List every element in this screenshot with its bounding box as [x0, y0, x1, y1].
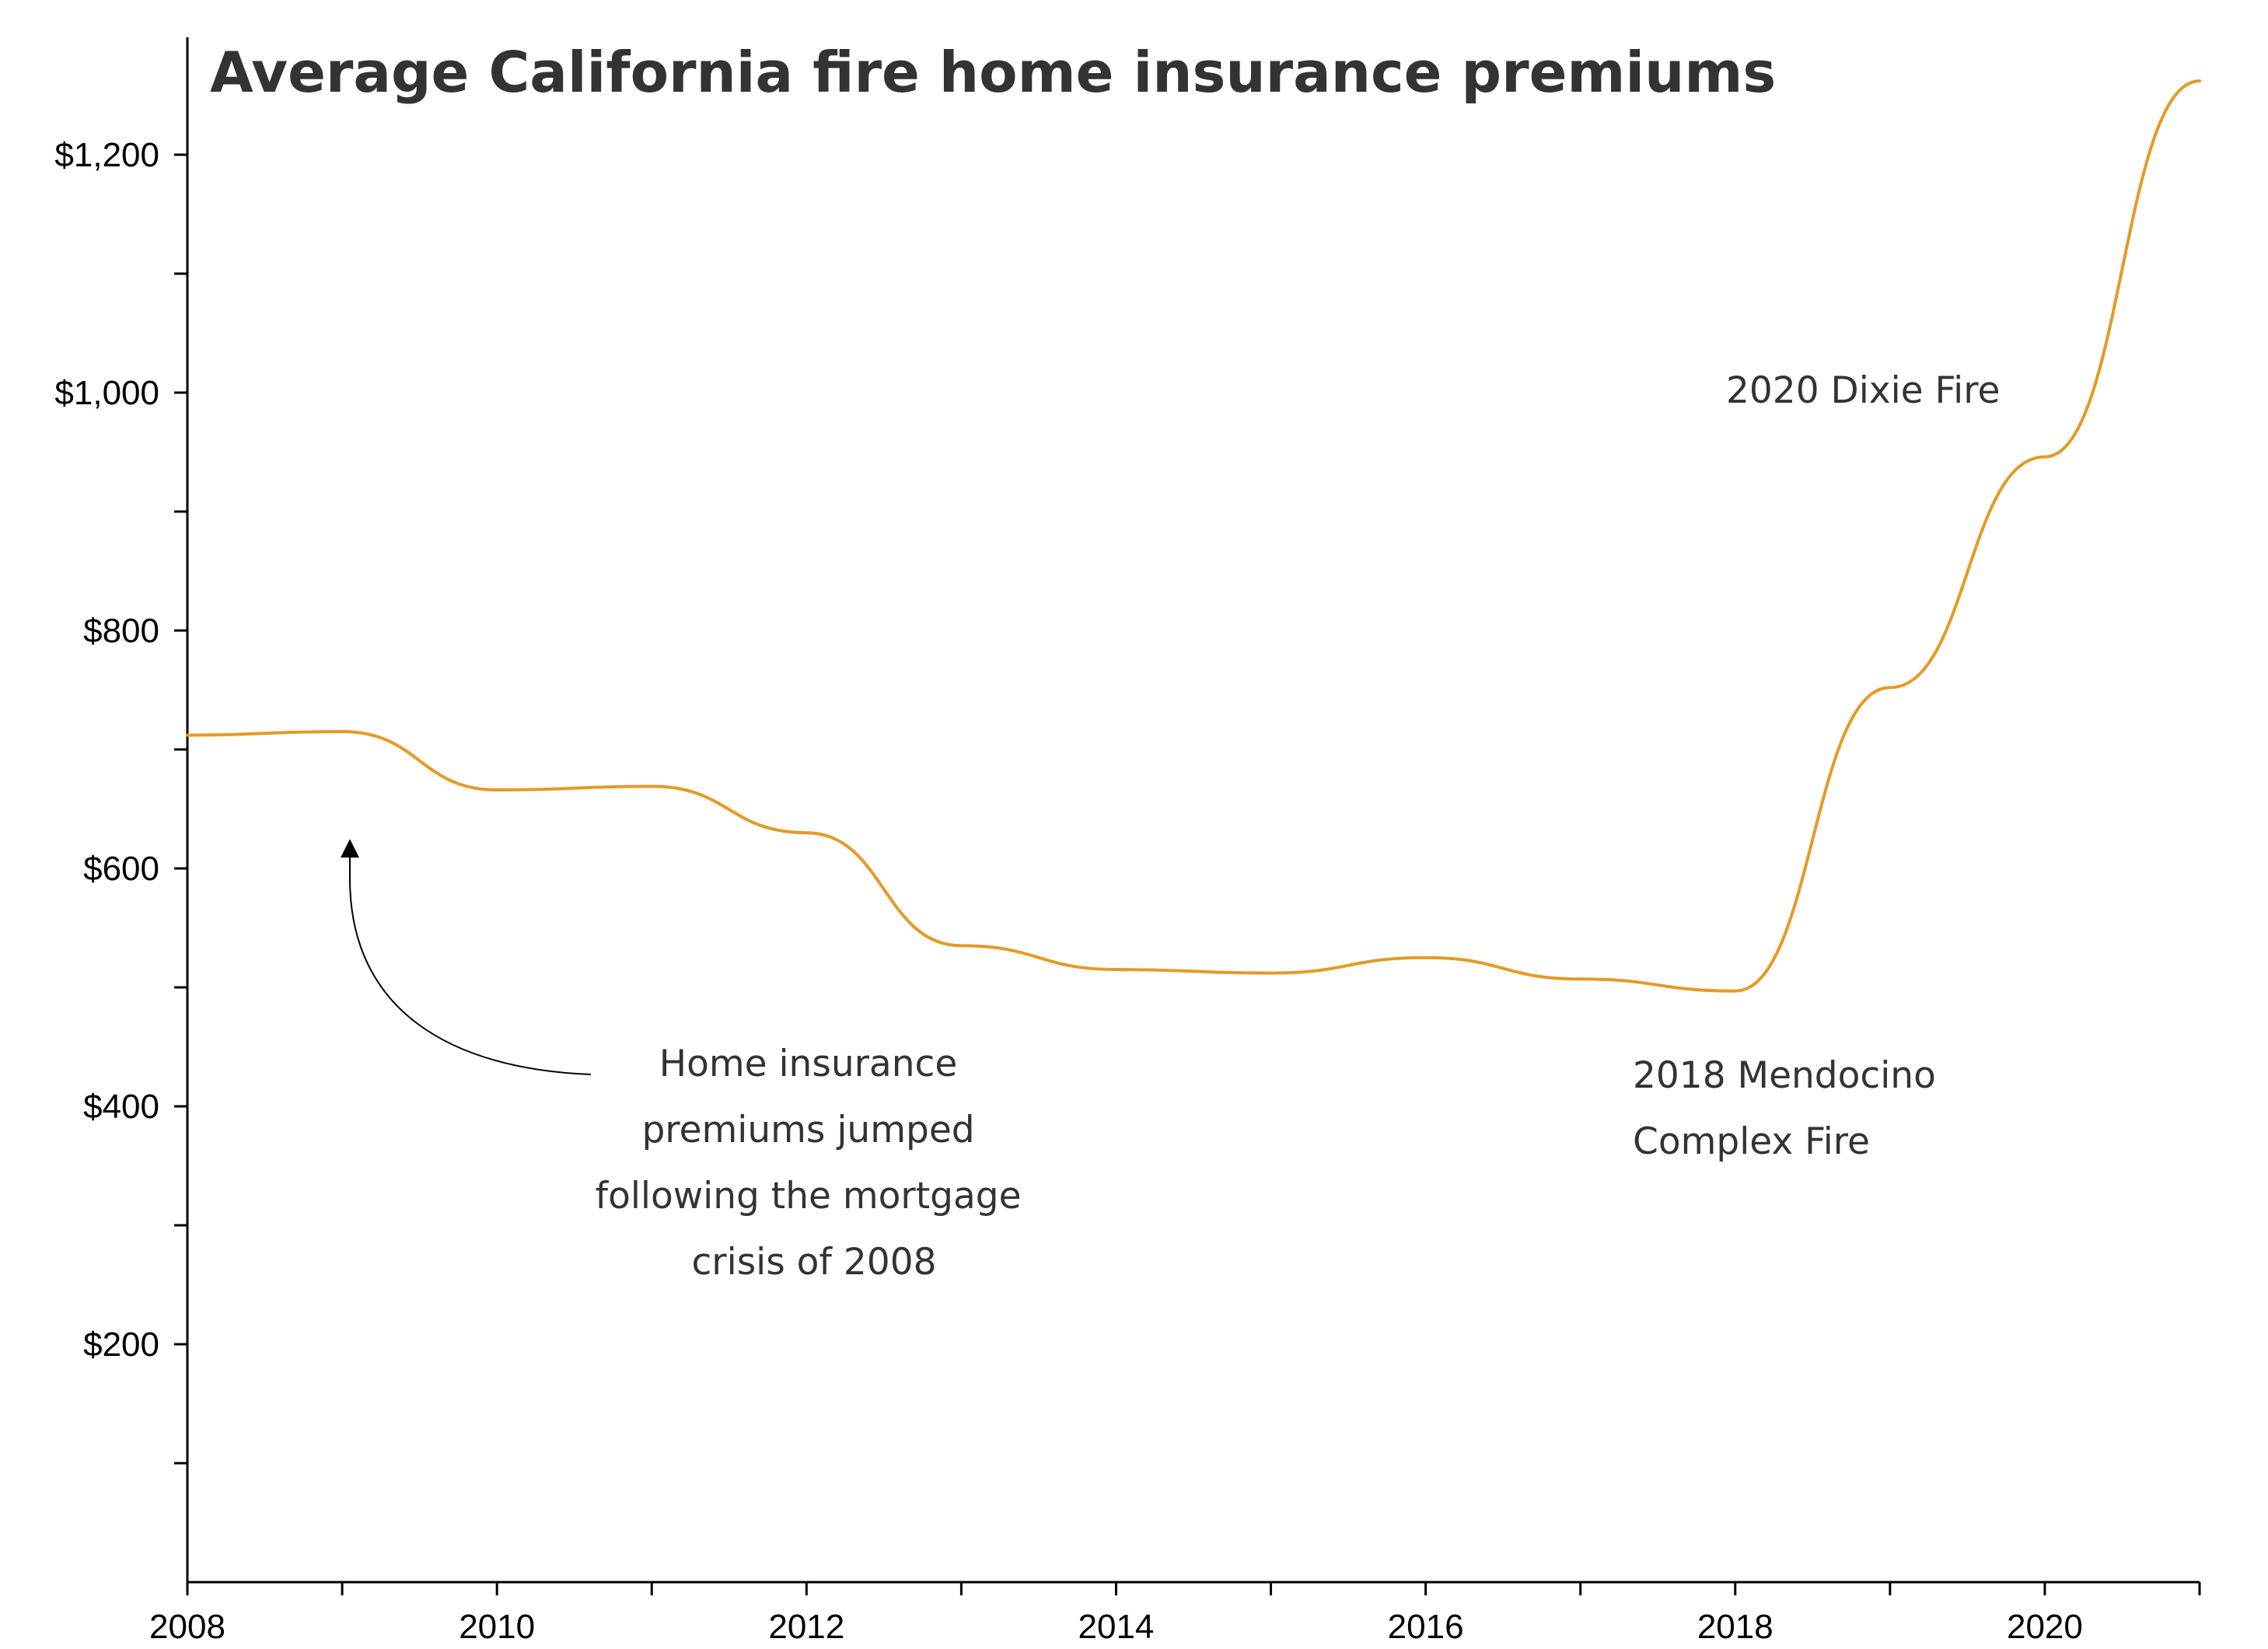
- y-tick-label: $200: [83, 1326, 159, 1364]
- annotation-arrow: [341, 839, 592, 1075]
- x-tick-label: 2010: [459, 1608, 535, 1646]
- y-tick-label: $1,200: [54, 136, 159, 174]
- x-tick-label: 2012: [768, 1608, 844, 1646]
- y-tick-label: $1,000: [54, 374, 159, 412]
- annotation-mortgage-crisis-line-3: following the mortgage: [596, 1175, 1022, 1218]
- annotation-mendocino-fire: 2018 Mendocino Complex Fire: [1633, 1054, 1948, 1163]
- x-ticks: 2008 2010 2012 2014 2016 2018 2020: [149, 1582, 2201, 1646]
- annotation-mendocino-fire-line-2: Complex Fire: [1633, 1120, 1870, 1163]
- series-line: [186, 79, 2201, 993]
- y-ticks: $200 $400 $600 $800 $1,000 $1,200: [54, 136, 187, 1465]
- annotation-dixie-fire: 2020 Dixie Fire: [1726, 369, 2000, 412]
- chart-title: Average California fire home insurance p…: [210, 40, 1776, 105]
- x-tick-label: 2016: [1388, 1608, 1464, 1646]
- annotation-mortgage-crisis: Home insurance premiums jumped following…: [596, 1043, 1033, 1284]
- y-tick-label: $600: [83, 850, 159, 888]
- y-tick-label: $400: [83, 1088, 159, 1126]
- annotation-mortgage-crisis-line-2: premiums jumped: [641, 1109, 974, 1151]
- x-tick-label: 2020: [2007, 1608, 2083, 1646]
- x-tick-label: 2008: [149, 1608, 225, 1646]
- annotation-mortgage-crisis-line-1: Home insurance: [659, 1043, 958, 1085]
- annotation-mendocino-fire-line-1: 2018 Mendocino: [1633, 1054, 1936, 1097]
- y-tick-label: $800: [83, 612, 159, 650]
- annotation-mortgage-crisis-line-4: crisis of 2008: [691, 1241, 936, 1284]
- x-tick-label: 2018: [1697, 1608, 1774, 1646]
- x-tick-label: 2014: [1078, 1608, 1155, 1646]
- annotation-dixie-fire-line-1: 2020 Dixie Fire: [1726, 369, 2000, 412]
